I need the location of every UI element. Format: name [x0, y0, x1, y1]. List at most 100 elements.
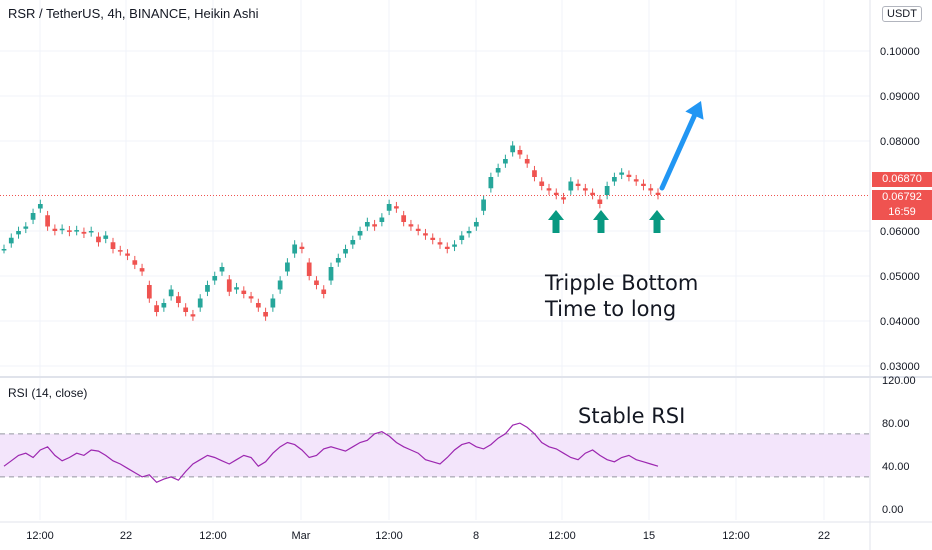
candle-23: [168, 285, 174, 301]
rsi-tick-label-2: 40.00: [882, 461, 910, 473]
candle-body-38: [277, 280, 283, 290]
rsi-tick-label-3: 0.00: [882, 504, 903, 516]
candle-27: [197, 294, 203, 312]
candle-68: [495, 163, 501, 177]
candle-37: [270, 294, 276, 312]
candle-body-71: [517, 150, 523, 155]
candle-body-86: [626, 174, 632, 177]
candle-body-42: [306, 262, 312, 276]
rsi-tick-label-0: 120.00: [882, 375, 916, 387]
rsi-band-fill: [0, 433, 870, 477]
candle-42: [306, 258, 312, 281]
candle-71: [517, 145, 523, 159]
candle-body-37: [270, 298, 276, 308]
candle-75: [546, 183, 552, 195]
candle-body-45: [328, 267, 334, 281]
candle-41: [299, 242, 305, 254]
candle-body-13: [96, 236, 101, 243]
candle-43: [314, 276, 319, 290]
candle-46: [335, 253, 341, 267]
rsi-tick-label-1: 80.00: [882, 418, 910, 430]
candle-76: [553, 188, 559, 200]
candle-24: [176, 291, 181, 308]
candle-body-81: [590, 192, 595, 195]
candle-body-20: [146, 285, 152, 299]
candle-body-2: [16, 231, 21, 235]
candle-body-30: [219, 267, 225, 272]
bottom-arrow-1: [548, 210, 564, 233]
rsi-band: [0, 433, 870, 478]
candle-body-65: [473, 222, 479, 227]
candle-body-82: [597, 199, 603, 204]
time-tick-label-7: 15: [643, 530, 655, 542]
time-x-axis[interactable]: 12:00 22 12:00 Mar 12:00 8 12:00 15 12:00 22: [26, 530, 830, 542]
candle-body-35: [255, 303, 261, 308]
candle-body-5: [37, 204, 43, 209]
candle-body-32: [234, 287, 239, 290]
candle-30: [219, 262, 225, 276]
candle-72: [524, 154, 530, 168]
candle-body-83: [604, 186, 610, 195]
candle-3: [23, 222, 29, 234]
candle-6: [45, 210, 50, 231]
candle-25: [183, 303, 189, 317]
candle-65: [473, 217, 479, 231]
currency-badge[interactable]: USDT: [882, 6, 922, 22]
rsi-y-axis[interactable]: 120.00 80.00 40.00 0.00: [882, 375, 916, 516]
candle-66: [481, 195, 486, 216]
candle-15: [110, 237, 116, 254]
candle-5: [37, 199, 43, 213]
candle-57: [415, 224, 421, 236]
candle-69: [503, 154, 508, 168]
price-tick-label-2: 0.08000: [880, 136, 920, 148]
candle-83: [604, 181, 610, 200]
candle-78: [568, 177, 574, 195]
candle-34: [248, 291, 254, 303]
candle-67: [488, 172, 494, 193]
triple-bottom-line1: Tripple Bottom: [545, 271, 699, 295]
candle-36: [263, 307, 268, 321]
candle-body-40: [292, 244, 298, 254]
candle-0: [1, 244, 7, 254]
candle-body-44: [321, 289, 327, 294]
candle-body-73: [532, 170, 537, 177]
candle-body-18: [132, 260, 138, 265]
candle-body-75: [546, 188, 552, 191]
symbol-title: RSR / TetherUS, 4h, BINANCE, Heikin Ashi: [8, 6, 259, 21]
candle-body-90: [655, 192, 661, 195]
candle-12: [88, 226, 94, 237]
candle-87: [633, 174, 639, 186]
candle-51: [372, 219, 377, 231]
time-tick-label-6: 12:00: [548, 530, 576, 542]
candle-body-50: [364, 222, 370, 227]
candle-26: [190, 309, 196, 321]
candle-body-46: [335, 258, 341, 263]
last-price-tag-1: 0.06870: [872, 172, 932, 187]
candle-body-24: [176, 296, 181, 303]
candle-body-51: [372, 224, 377, 227]
candle-10: [74, 225, 80, 236]
price-tick-label-1: 0.09000: [880, 91, 920, 103]
candle-14: [103, 231, 109, 244]
candle-86: [626, 170, 632, 182]
time-tick-label-4: 12:00: [375, 530, 403, 542]
candle-28: [205, 280, 210, 297]
candle-body-61: [444, 246, 450, 249]
candle-body-10: [74, 230, 80, 232]
candle-9: [67, 226, 72, 237]
candle-body-4: [30, 213, 36, 220]
candle-body-16: [117, 250, 123, 252]
candle-45: [328, 262, 334, 285]
candle-body-36: [263, 312, 268, 317]
candle-body-66: [481, 199, 486, 211]
price-y-axis[interactable]: 0.10000 0.09000 0.08000 0.06000 0.05000 0.040…: [880, 46, 920, 373]
candle-body-59: [430, 237, 436, 240]
rsi-title: RSI (14, close): [8, 386, 88, 400]
candle-54: [394, 201, 399, 213]
candle-body-89: [648, 188, 654, 191]
candle-body-19: [139, 268, 145, 272]
candle-body-15: [110, 242, 116, 249]
breakout-arrow-shaft: [659, 113, 697, 191]
candle-body-47: [343, 249, 348, 254]
candle-88: [641, 179, 646, 191]
